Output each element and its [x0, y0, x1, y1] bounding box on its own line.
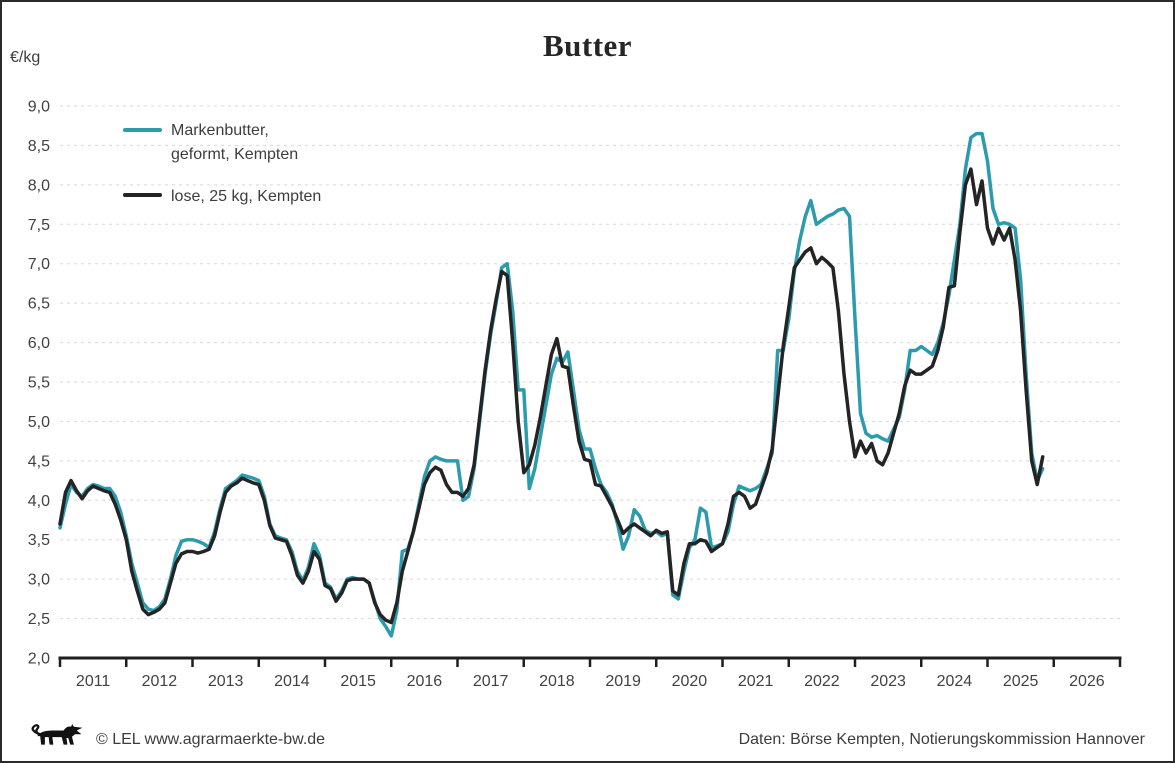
x-tick-label: 2024: [937, 673, 973, 690]
y-tick-label: 2,0: [28, 651, 50, 668]
y-tick-label: 4,0: [28, 493, 50, 510]
y-tick-label: 8,0: [28, 177, 50, 194]
x-tick-label: 2011: [76, 673, 111, 690]
x-tick-label: 2012: [142, 673, 178, 690]
y-tick-label: 4,5: [28, 453, 50, 470]
y-tick-label: 7,0: [28, 256, 50, 273]
y-tick-label: 5,5: [28, 375, 50, 392]
legend-swatch-lose: [123, 193, 162, 197]
y-tick-label: 3,0: [28, 572, 50, 589]
y-tick-label: 6,0: [28, 335, 50, 352]
y-tick-label: 6,5: [28, 296, 50, 313]
y-tick-label: 7,5: [28, 217, 50, 234]
y-tick-label: 9,0: [28, 99, 50, 116]
x-tick-label: 2015: [340, 673, 376, 690]
legend-label-markenbutter: Markenbutter, geformt, Kempten: [171, 119, 298, 167]
x-tick-label: 2013: [208, 673, 244, 690]
y-tick-label: 3,5: [28, 532, 50, 549]
copyright-source-text: © LEL www.agrarmaerkte-bw.de: [96, 731, 326, 748]
x-tick-label: 2022: [804, 673, 840, 690]
x-tick-label: 2020: [672, 673, 708, 690]
y-tick-label: 2,5: [28, 611, 50, 628]
x-tick-label: 2021: [738, 673, 774, 690]
legend-swatch-markenbutter: [123, 128, 162, 132]
x-tick-label: 2026: [1069, 673, 1105, 690]
x-tick-label: 2019: [605, 673, 641, 690]
series-line-lose: [58, 167, 1045, 625]
x-tick-label: 2014: [274, 673, 310, 690]
x-tick-label: 2018: [539, 673, 575, 690]
legend-label-markenbutter-line2: geformt, Kempten: [171, 146, 299, 163]
x-tick-label: 2025: [1003, 673, 1039, 690]
x-tick-label: 2023: [870, 673, 906, 690]
chart-title: Butter: [542, 28, 633, 63]
baden-wuerttemberg-lion-icon: [31, 723, 83, 745]
x-tick-label: 2017: [473, 673, 509, 690]
legend-label-markenbutter-line1: Markenbutter,: [171, 122, 269, 139]
y-tick-label: 5,0: [28, 414, 50, 431]
data-source-text: Daten: Börse Kempten, Notierungskommissi…: [738, 731, 1145, 748]
x-tick-label: 2016: [407, 673, 443, 690]
y-tick-label: 8,5: [28, 138, 50, 155]
legend-label-lose: lose, 25 kg, Kempten: [171, 188, 322, 205]
y-axis-unit-label: €/kg: [10, 49, 41, 66]
